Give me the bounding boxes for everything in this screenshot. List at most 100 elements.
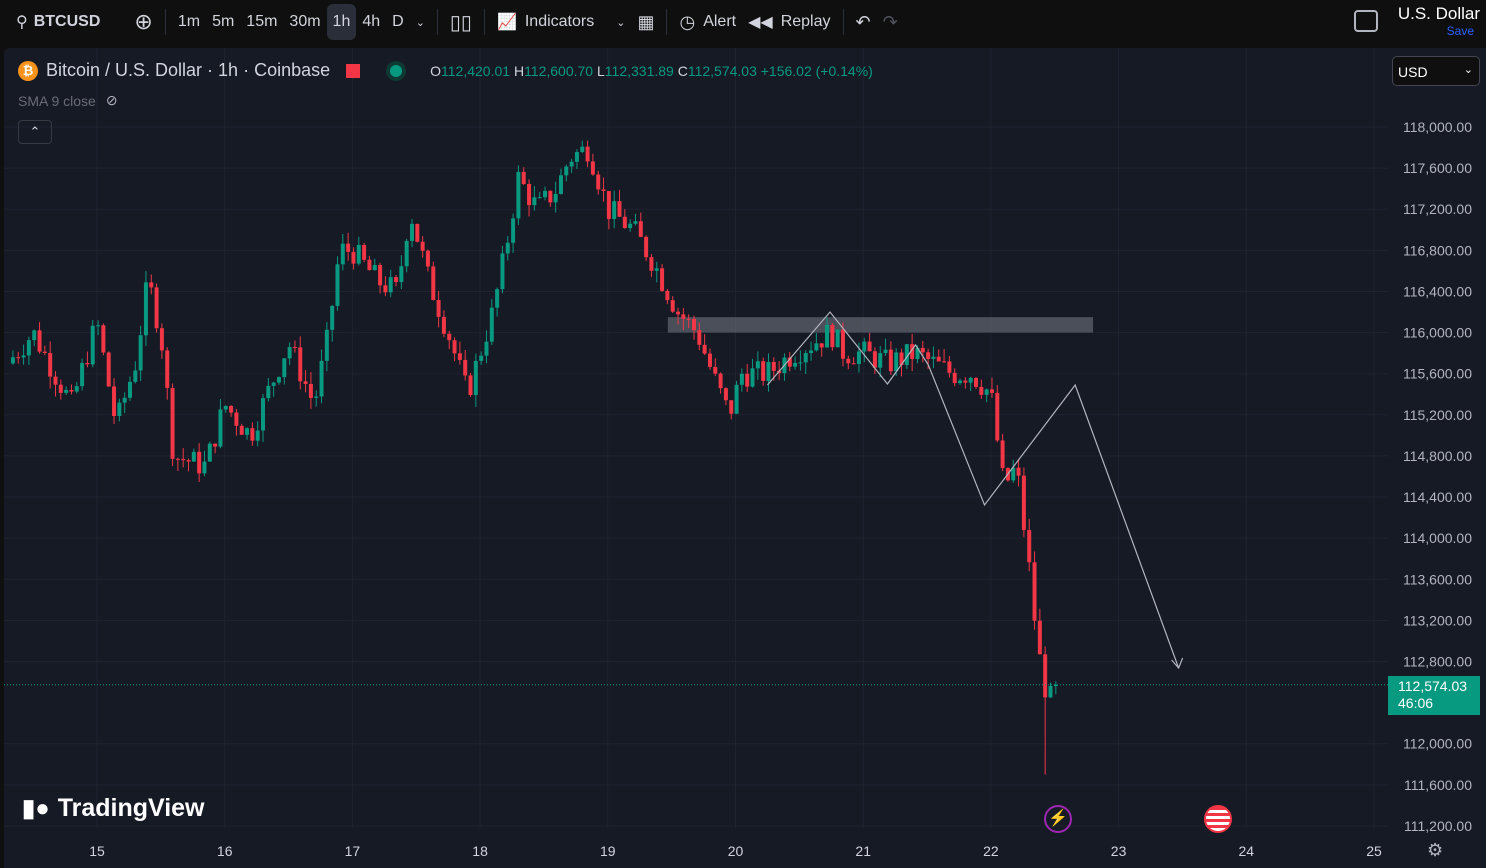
candle-body bbox=[271, 382, 276, 386]
redo-button[interactable]: ↷ bbox=[877, 4, 904, 40]
tv-logo-icon: ▮● bbox=[22, 795, 50, 822]
candle-body bbox=[527, 184, 532, 206]
compare-button[interactable]: ⊕ bbox=[128, 4, 158, 40]
us-flag-event-icon[interactable] bbox=[1204, 805, 1232, 833]
indicators-button[interactable]: 📈 Indicators ⌄ bbox=[496, 13, 626, 31]
y-tick-label: 112,800.00 bbox=[1403, 654, 1472, 670]
candle-body bbox=[303, 381, 308, 385]
x-tick-label: 18 bbox=[472, 843, 488, 859]
interval-D[interactable]: D bbox=[392, 13, 404, 30]
candle-body bbox=[32, 330, 37, 341]
indicators-icon: 📈 bbox=[496, 14, 517, 31]
candlestick-chart[interactable]: 118,000.00 117,600.00 117,200.00 116,800.00… bbox=[4, 48, 1486, 868]
chart-type-button[interactable]: ▯▯ bbox=[444, 4, 478, 40]
candle-body bbox=[505, 242, 510, 254]
collapse-legend-button[interactable]: ⌃ bbox=[18, 120, 52, 144]
symbol-title[interactable]: Bitcoin / U.S. Dollar · 1h · Coinbase bbox=[46, 60, 331, 80]
candle-body bbox=[894, 352, 899, 372]
candle-body bbox=[830, 325, 835, 348]
x-tick-label: 24 bbox=[1239, 843, 1255, 859]
y-tick-label: 118,000.00 bbox=[1403, 119, 1472, 135]
interval-1h[interactable]: 1h bbox=[326, 4, 357, 40]
alert-button[interactable]: ◷ Alert bbox=[679, 11, 737, 32]
undo-button[interactable]: ↶ bbox=[850, 4, 877, 40]
y-tick-label: 114,400.00 bbox=[1403, 489, 1472, 505]
candle-body bbox=[10, 357, 15, 364]
candle-body bbox=[1032, 562, 1037, 621]
candle-body bbox=[649, 257, 654, 271]
candle-body bbox=[793, 362, 798, 367]
replay-button[interactable]: ◀◀ Replay bbox=[748, 13, 831, 31]
divider bbox=[483, 9, 485, 35]
candle-body bbox=[521, 171, 526, 185]
interval-4h[interactable]: 4h bbox=[362, 13, 381, 30]
candle-body bbox=[127, 381, 132, 398]
candle-body bbox=[958, 380, 963, 384]
candle-body bbox=[835, 329, 840, 348]
candle-body bbox=[803, 353, 808, 363]
candle-body bbox=[250, 428, 255, 441]
candle-body bbox=[436, 300, 441, 317]
candle-body bbox=[1016, 467, 1021, 476]
interval-15m[interactable]: 15m bbox=[246, 13, 278, 30]
candle-body bbox=[761, 361, 766, 381]
candle-body bbox=[463, 359, 468, 376]
settings-gear-icon[interactable]: ⚙ bbox=[1427, 840, 1444, 860]
candle-body bbox=[750, 368, 755, 387]
layouts-button[interactable]: ▦ bbox=[631, 4, 660, 40]
candle-body bbox=[356, 244, 361, 264]
interval-30m[interactable]: 30m bbox=[289, 13, 321, 30]
x-tick-label: 22 bbox=[983, 843, 999, 859]
candle-body bbox=[276, 377, 281, 383]
fullscreen-checkbox[interactable] bbox=[1354, 10, 1378, 32]
divider bbox=[666, 9, 668, 35]
candle-body bbox=[984, 389, 989, 395]
x-tick-label: 20 bbox=[728, 843, 744, 859]
candle-body bbox=[133, 370, 138, 382]
candle-body bbox=[367, 259, 372, 271]
y-tick-label: 117,200.00 bbox=[1403, 201, 1472, 217]
candle-body bbox=[558, 175, 563, 194]
candle-body bbox=[58, 384, 63, 393]
eye-hidden-icon[interactable]: ⊘ bbox=[105, 92, 118, 108]
candle-body bbox=[101, 325, 106, 353]
candle-body bbox=[346, 243, 351, 252]
candle-body bbox=[915, 347, 920, 359]
candle-body bbox=[825, 325, 830, 348]
y-tick-label: 111,600.00 bbox=[1404, 777, 1472, 793]
candle-body bbox=[372, 265, 377, 271]
candle-body bbox=[532, 197, 537, 206]
chevron-down-icon: ⌄ bbox=[1463, 64, 1473, 76]
top-toolbar: ⚲ BTCUSD ⊕ 1m 5m 15m 30m 1h 4h D ⌄ ▯▯ 📈 Indicato… bbox=[0, 0, 1486, 44]
candle-body bbox=[856, 351, 861, 365]
candle-body bbox=[314, 396, 319, 398]
candle-body bbox=[697, 330, 702, 345]
candle-body bbox=[96, 325, 101, 327]
candle-body bbox=[771, 361, 776, 371]
candle-body bbox=[974, 377, 979, 387]
y-tick-label: 111,200.00 bbox=[1404, 818, 1472, 834]
pattern-drawing bbox=[766, 311, 1180, 669]
lightning-event-icon[interactable]: ⚡ bbox=[1044, 805, 1072, 833]
candle-body bbox=[819, 343, 824, 348]
interval-5m[interactable]: 5m bbox=[212, 13, 235, 30]
candle-body bbox=[399, 266, 404, 283]
candle-body bbox=[872, 351, 877, 368]
candle-body bbox=[739, 373, 744, 385]
candle-body bbox=[362, 244, 367, 260]
candle-body bbox=[21, 355, 26, 358]
x-tick-label: 19 bbox=[600, 843, 616, 859]
currency-select[interactable]: USD ⌄ bbox=[1392, 56, 1480, 86]
plus-circle-icon: ⊕ bbox=[134, 9, 153, 34]
candle-body bbox=[69, 389, 74, 392]
interval-1m[interactable]: 1m bbox=[177, 13, 201, 30]
symbol-search[interactable]: ⚲ BTCUSD bbox=[16, 13, 101, 31]
sma-indicator-legend[interactable]: SMA 9 close ⊘ bbox=[18, 92, 118, 109]
currency-save[interactable]: U.S. Dollar Save bbox=[1397, 4, 1480, 38]
interval-dropdown[interactable]: ⌄ bbox=[410, 4, 431, 40]
candle-body bbox=[106, 352, 111, 387]
candle-body bbox=[468, 375, 473, 396]
candle-body bbox=[787, 357, 792, 367]
tradingview-logo[interactable]: ▮● TradingView bbox=[22, 794, 205, 822]
chart-pane[interactable]: 118,000.00 117,600.00 117,200.00 116,800.00… bbox=[4, 48, 1486, 868]
